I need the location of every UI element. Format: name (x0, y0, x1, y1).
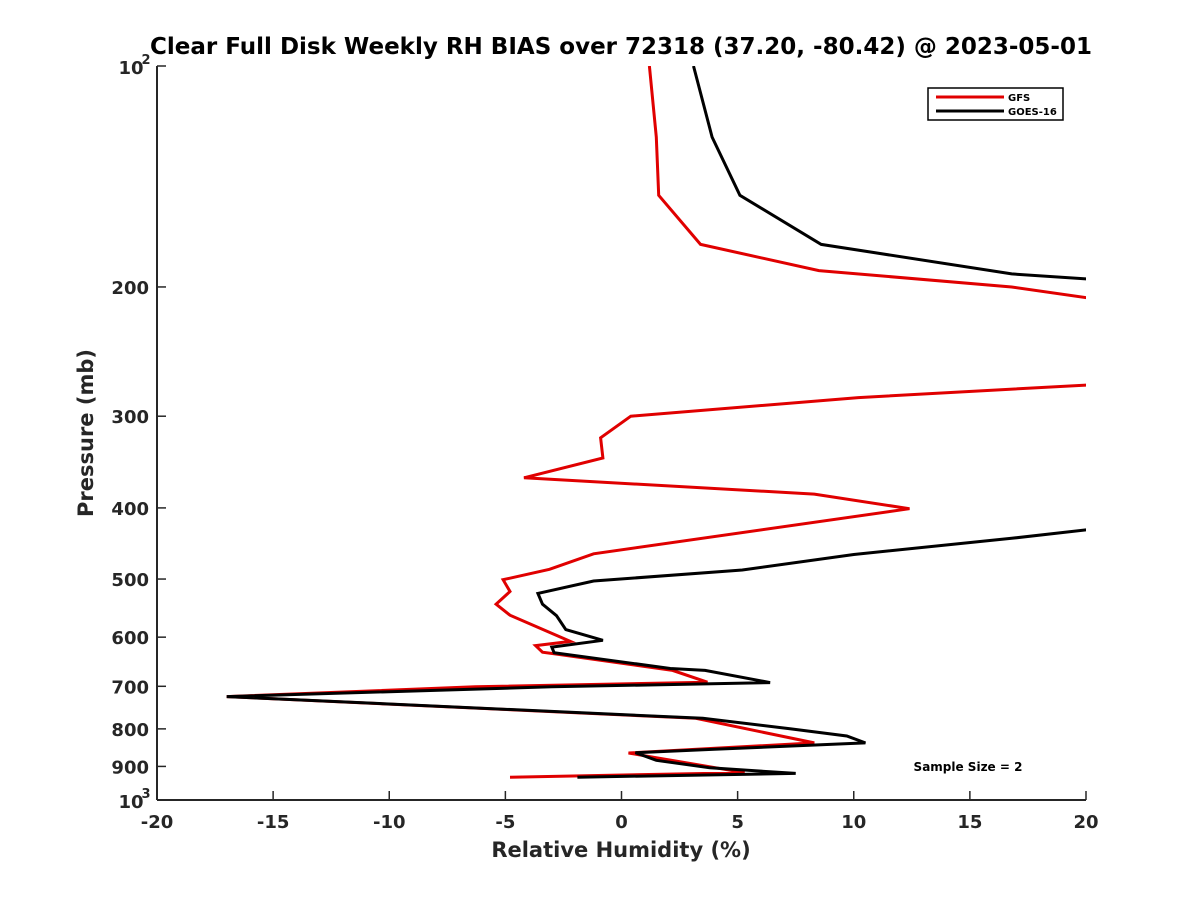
x-tick-label: 20 (1073, 812, 1098, 833)
x-tick-label: -5 (495, 812, 515, 833)
y-tick-label: 600 (111, 628, 149, 649)
x-tick-label: 0 (615, 812, 628, 833)
y-tick-label: 500 (111, 570, 149, 591)
legend-label-gfs: GFS (1008, 93, 1030, 104)
legend: GFS GOES-16 (927, 87, 1064, 121)
sample-size-annotation: Sample Size = 2 (914, 760, 1023, 774)
y-tick-label: 400 (111, 499, 149, 520)
series-line-goes16 (226, 66, 1086, 779)
x-tick-label: -10 (373, 812, 406, 833)
x-tick-label: -20 (141, 812, 174, 833)
x-tick-label: 5 (731, 812, 744, 833)
y-axis-label: Pressure (mb) (74, 349, 98, 517)
y-tick-exponent: 2 (141, 53, 150, 68)
y-tick-exponent: 3 (141, 787, 150, 802)
y-tick-label: 10 (118, 792, 143, 813)
y-tick-label: 10 (118, 58, 143, 79)
x-ticks: -20 -15 -10 -5 0 5 10 15 20 (141, 791, 1099, 833)
y-tick-label: 300 (111, 407, 149, 428)
x-tick-label: -15 (257, 812, 290, 833)
x-tick-label: 10 (841, 812, 866, 833)
axes-layer (156, 66, 1086, 801)
series-layer (226, 66, 1086, 779)
chart-title: Clear Full Disk Weekly RH BIAS over 7231… (150, 34, 1092, 60)
legend-box (927, 87, 1064, 121)
y-tick-label: 800 (111, 720, 149, 741)
x-tick-label: 15 (957, 812, 982, 833)
y-tick-label: 700 (111, 677, 149, 698)
series-line-gfs (226, 66, 1086, 779)
y-tick-label: 200 (111, 278, 149, 299)
legend-label-goes16: GOES-16 (1008, 107, 1057, 118)
x-axis-label: Relative Humidity (%) (491, 838, 750, 862)
y-tick-label: 900 (111, 757, 149, 778)
